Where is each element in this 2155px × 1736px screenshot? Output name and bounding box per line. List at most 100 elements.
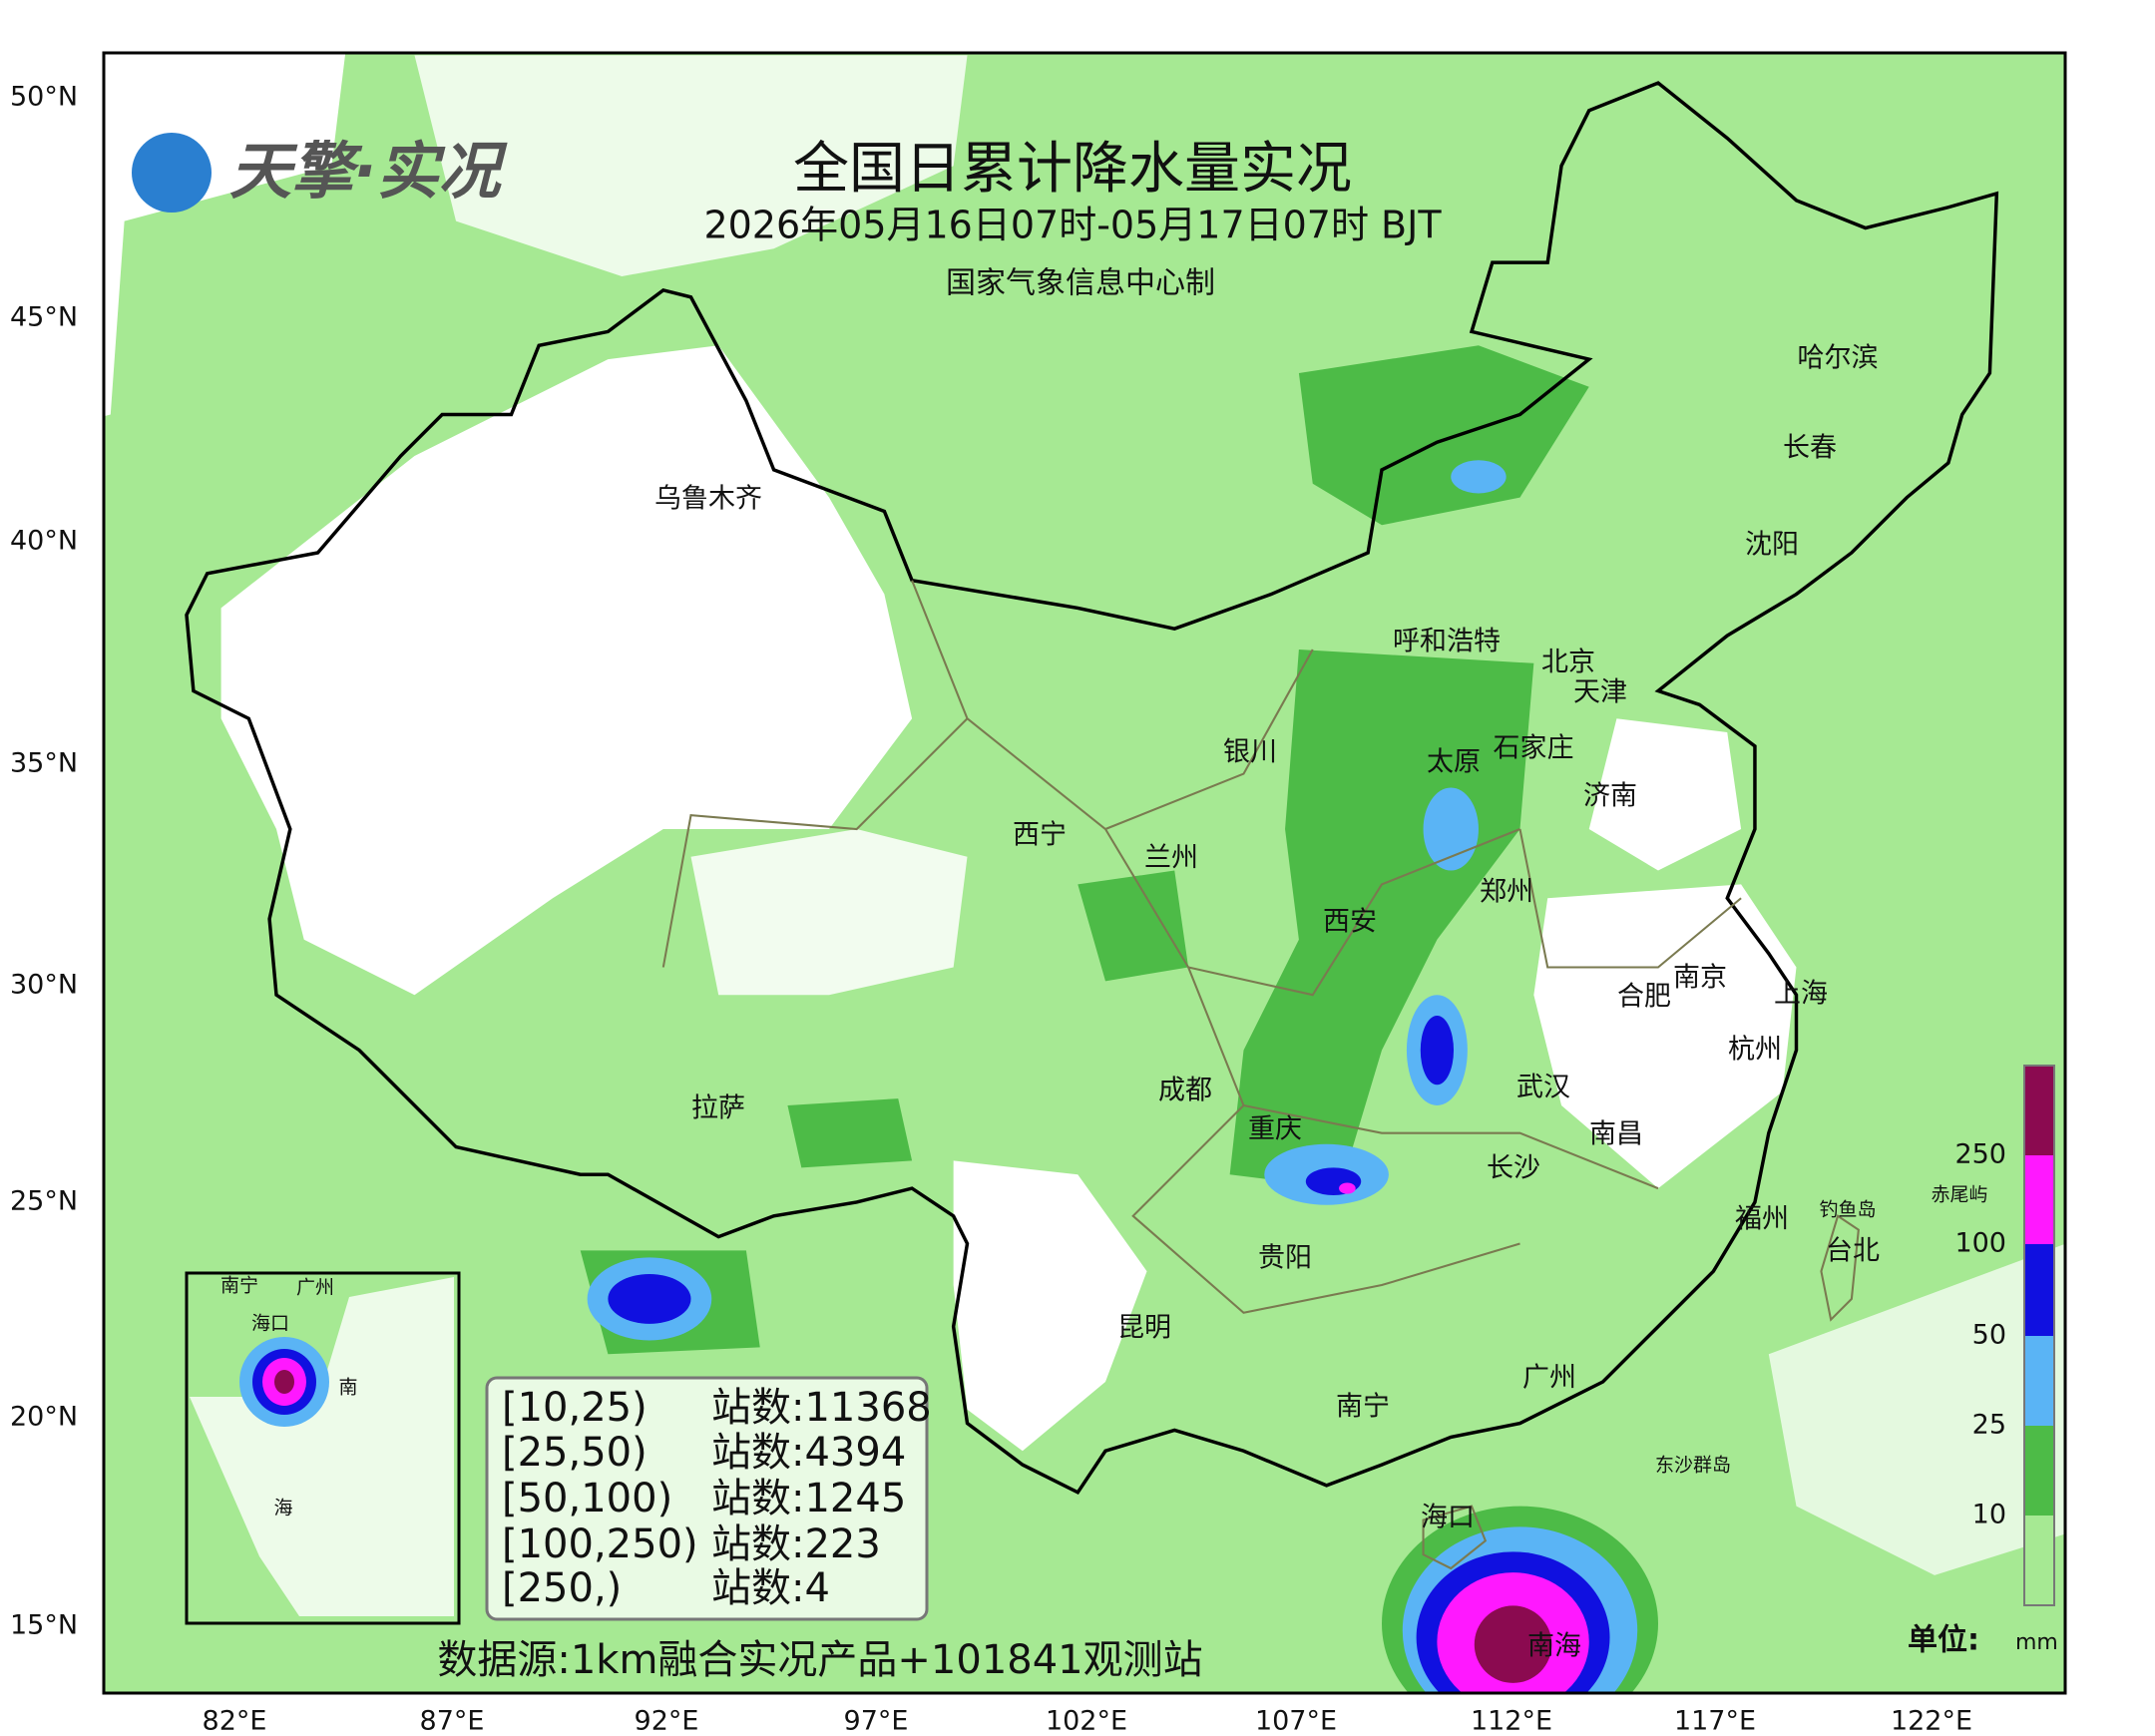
- lon-label: 107°E: [1255, 1706, 1337, 1736]
- logo-icon: [132, 133, 212, 213]
- lon-label: 102°E: [1046, 1706, 1127, 1736]
- lat-label: 20°N: [10, 1402, 78, 1433]
- map-shape: [1820, 1214, 1860, 1322]
- city: 赤尾屿: [1931, 1184, 1987, 1206]
- map-shape: [1298, 345, 1589, 526]
- legend-box: [485, 1376, 929, 1621]
- producer: 国家气象信息中心制: [946, 266, 1215, 301]
- legend-range: [50,100): [502, 1476, 672, 1521]
- legend-count: 站数:4: [711, 1565, 830, 1611]
- colorbar-label: 25: [1972, 1410, 2006, 1441]
- title: 全国日累计降水量实况: [793, 137, 1352, 202]
- lon-label: 92°E: [635, 1706, 699, 1736]
- city: 哈尔滨: [1798, 343, 1879, 374]
- lat-labels: 50°N 45°N 40°N 35°N 30°N 25°N 20°N 15°N: [10, 82, 78, 1641]
- colorbar: 250 100 50 25 10 单位: mm: [1908, 1065, 2058, 1658]
- subtitle: 2026年05月16日07时-05月17日07时 BJT: [703, 204, 1442, 247]
- map-shape: [690, 829, 968, 996]
- map-shape: [1078, 870, 1189, 982]
- city: 西安: [1323, 907, 1377, 938]
- map-shape: [2023, 1065, 2055, 1606]
- map-shape: [1423, 787, 1479, 871]
- map-shape: [2024, 1155, 2054, 1244]
- map-shape: [185, 81, 1999, 1496]
- city: 杭州: [1728, 1035, 1782, 1066]
- map-area: [104, 53, 2065, 1693]
- map-shape: [608, 1273, 691, 1324]
- station-legend: [10,25) 站数:11368 [25,50) 站数:4394 [50,100…: [485, 1376, 932, 1621]
- city: 长沙: [1487, 1153, 1540, 1184]
- lon-label: 112°E: [1471, 1706, 1552, 1736]
- legend-range: [250,): [502, 1565, 622, 1611]
- unit-label: 单位:: [1908, 1623, 1979, 1658]
- map-shape: [190, 1277, 454, 1616]
- inset-label: 广州: [296, 1277, 334, 1299]
- lat-label: 40°N: [10, 526, 78, 557]
- map-shape: [2024, 1516, 2054, 1605]
- legend-range: [10,25): [502, 1385, 647, 1431]
- city: 武汉: [1516, 1073, 1570, 1103]
- data-source: 数据源:1km融合实况产品+101841观测站: [437, 1637, 1202, 1683]
- map-shape: [414, 55, 968, 277]
- city: 海口: [1421, 1503, 1475, 1533]
- map-shape: [1474, 1605, 1552, 1683]
- map-shape: [2024, 1336, 2054, 1426]
- precip-field: [104, 53, 2065, 1693]
- map-shape: [1768, 1243, 2065, 1575]
- map-shape: [220, 345, 913, 996]
- map-shape: [1420, 1015, 1455, 1085]
- city: 济南: [1583, 781, 1637, 812]
- city: 南昌: [1589, 1119, 1643, 1150]
- map-shape: [1533, 884, 1797, 1189]
- inset-label: 海口: [251, 1313, 289, 1335]
- map-shape: [2024, 1244, 2054, 1336]
- colorbar-label: 10: [1972, 1500, 2006, 1530]
- unit-symbol: mm: [2015, 1630, 2058, 1655]
- logo-text: 天擎·实况: [229, 135, 509, 208]
- lat-label: 15°N: [10, 1610, 78, 1641]
- lon-label: 82°E: [203, 1706, 267, 1736]
- city: 北京: [1541, 648, 1595, 678]
- map-shape: [1229, 649, 1534, 1189]
- lat-label: 35°N: [10, 748, 78, 779]
- lon-labels: 82°E 87°E 92°E 97°E 102°E 107°E 112°E 11…: [203, 1706, 1973, 1736]
- map-shape: [1451, 460, 1507, 494]
- city: 长春: [1783, 433, 1837, 464]
- legend-range: [100,250): [502, 1521, 698, 1567]
- legend-count: 站数:223: [711, 1521, 881, 1567]
- city: 上海: [1774, 979, 1828, 1010]
- lon-label: 87°E: [420, 1706, 485, 1736]
- city: 太原: [1427, 747, 1481, 778]
- colorbar-label: 100: [1954, 1228, 2006, 1259]
- lon-label: 97°E: [844, 1706, 909, 1736]
- city: 郑州: [1480, 877, 1533, 908]
- city: 兰州: [1144, 843, 1198, 874]
- city: 石家庄: [1494, 733, 1574, 764]
- colorbar-label: 250: [1954, 1139, 2006, 1170]
- city: 贵阳: [1258, 1243, 1312, 1274]
- map-shape: [1339, 1182, 1356, 1194]
- lat-label: 30°N: [10, 970, 78, 1001]
- map-shape: [274, 1370, 294, 1394]
- city: 东沙群岛: [1655, 1455, 1731, 1477]
- city: 福州: [1735, 1204, 1789, 1235]
- inset-map: 南宁 广州 海口 南 海: [185, 1271, 461, 1625]
- city: 重庆: [1248, 1114, 1302, 1145]
- city-labels: 乌鲁木齐 哈尔滨 长春 沈阳 呼和浩特 北京 天津 石家庄 太原 银川 济南 西…: [654, 343, 1988, 1662]
- city: 西宁: [1013, 820, 1067, 851]
- city: 银川: [1223, 737, 1277, 768]
- map-frame: [102, 51, 2067, 1695]
- city: 南宁: [1336, 1392, 1390, 1423]
- legend-count: 站数:11368: [711, 1385, 932, 1431]
- lon-label: 122°E: [1891, 1706, 1972, 1736]
- lat-label: 45°N: [10, 302, 78, 333]
- city: 昆明: [1117, 1313, 1171, 1344]
- map-shape: [1588, 718, 1742, 871]
- inset-label: 南: [338, 1377, 357, 1399]
- colorbar-label: 50: [1972, 1320, 2006, 1351]
- city: 台北: [1826, 1236, 1880, 1267]
- city: 乌鲁木齐: [654, 484, 762, 515]
- legend-count: 站数:4394: [711, 1430, 906, 1476]
